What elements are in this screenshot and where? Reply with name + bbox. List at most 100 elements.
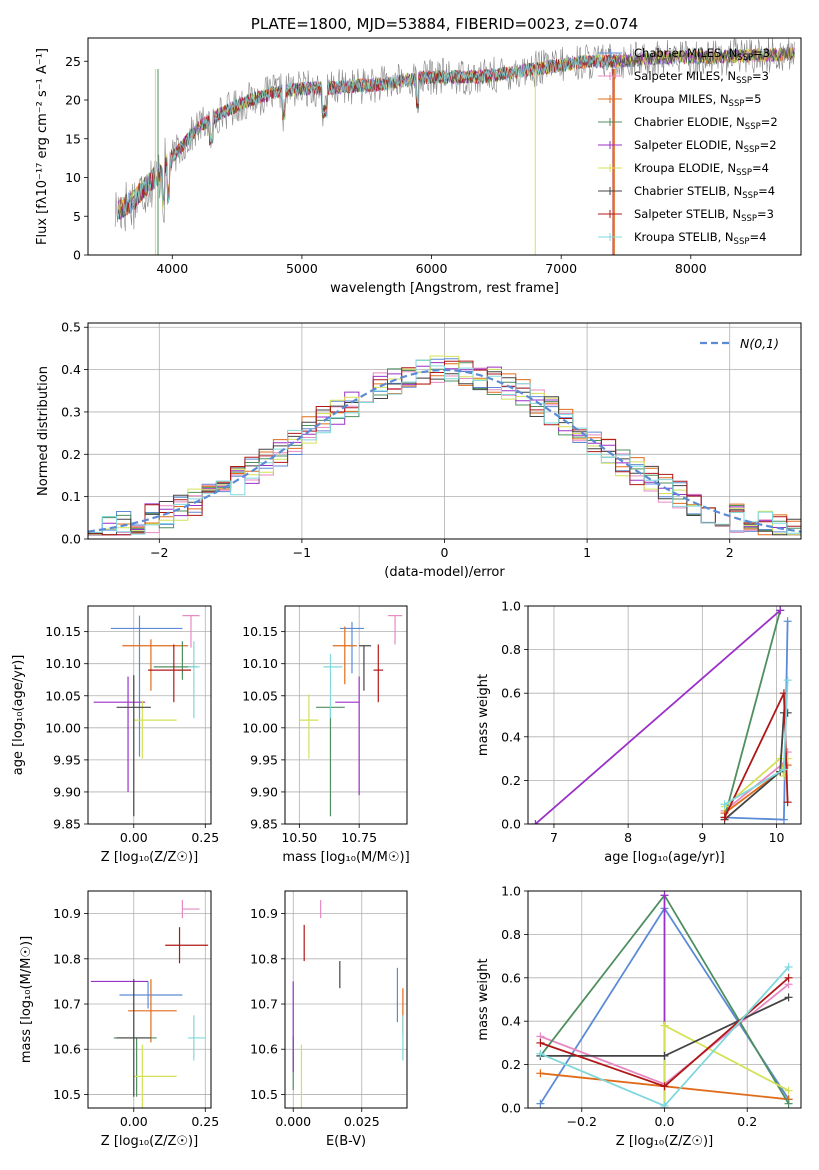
- panel-massweight-vs-Z: −0.2 0.0 0.2 0.0 0.2 0.4 0.6 0.8 1.0 Z [log₁₀(Z/Z…: [476, 884, 802, 1149]
- weight-marker: [784, 973, 793, 982]
- axis-frame: [87, 890, 212, 1109]
- axes: −2 −1 0 1 2 0.0 0.1 0.2 0.3 0.4 0.5 (data-model)/er…: [36, 320, 802, 580]
- legend: Chabrier MILES, NSSP=3 Salpeter MILES, NS…: [598, 46, 778, 247]
- weight-marker: [536, 1049, 545, 1058]
- x-tick-label: 0.025: [344, 1114, 380, 1129]
- histogram-kroupa-stelib: [88, 359, 801, 539]
- x-tick-label: 9: [698, 830, 706, 845]
- legend-entry: Chabrier STELIB, NSSP=4: [634, 184, 775, 201]
- weight-marker: [784, 993, 793, 1002]
- axis-frame: [87, 605, 212, 825]
- x-axis-label: Z [log₁₀(Z/Z☉)]: [616, 1134, 713, 1149]
- errorbar-point-salpeter-miles: [387, 615, 403, 645]
- histogram-kroupa-elodie: [88, 355, 801, 539]
- panel-age-vs-mass: 10.50 10.75 9.85 9.90 9.95 10.00 10.05 10.10 10.…: [242, 605, 410, 865]
- y-tick-label: 0.2: [501, 773, 521, 788]
- weight-marker: [720, 813, 729, 822]
- y-tick-label: 0.0: [61, 532, 81, 547]
- y-tick-label: 0.4: [501, 729, 521, 744]
- y-tick-label: 0.2: [501, 1057, 521, 1072]
- weight-marker: [660, 1082, 669, 1091]
- y-tick-label: 0.0: [501, 817, 521, 832]
- errorbar-point-chabrier-elodie: [153, 641, 197, 680]
- y-tick-label: 15: [65, 131, 81, 146]
- errorbar-point-kroupa-elodie: [299, 694, 319, 759]
- errorbar-point-kroupa-elodie: [133, 700, 177, 759]
- axes: 7 8 9 10 0.0 0.2 0.4 0.6 0.8 1.0 age [log₁₀(age/yr…: [476, 599, 802, 865]
- gridlines: [285, 606, 407, 825]
- y-tick-label: 10.9: [250, 906, 278, 921]
- errorbar-point-salpeter-elodie: [335, 676, 360, 796]
- y-tick-label: 10.5: [53, 1087, 81, 1102]
- y-tick-label: 10.15: [242, 624, 278, 639]
- axes: 0.000 0.025 10.5 10.6 10.7 10.8 10.9 E(B-V): [250, 890, 408, 1149]
- legend: N(0,1): [700, 336, 779, 351]
- y-tick-label: 0.5: [61, 320, 81, 335]
- weight-marker: [660, 1051, 669, 1060]
- y-tick-label: 10.00: [242, 720, 278, 735]
- y-tick-label: 9.95: [53, 752, 81, 767]
- x-tick-label: 10.50: [281, 830, 317, 845]
- x-tick-label: 6000: [416, 261, 448, 276]
- y-tick-label: 10.15: [45, 624, 81, 639]
- y-tick-label: 10.5: [250, 1087, 278, 1102]
- legend-entry: Salpeter MILES, NSSP=3: [634, 69, 769, 86]
- x-tick-label: 0.000: [275, 1114, 311, 1129]
- x-tick-label: 0.25: [191, 1114, 219, 1129]
- errorbar-point-chabrier-miles: [340, 622, 364, 674]
- y-tick-label: 10.10: [242, 656, 278, 671]
- y-axis-label: age [log₁₀(age/yr)]: [11, 655, 26, 776]
- errorbar-point-kroupa-stelib: [188, 641, 200, 719]
- weight-marker: [776, 606, 785, 615]
- y-tick-label: 0.3: [61, 404, 81, 419]
- observed-spectrum-line: [114, 38, 795, 232]
- y-tick-label: 1.0: [501, 884, 521, 899]
- legend-entry: Salpeter ELODIE, NSSP=2: [634, 138, 777, 155]
- x-tick-label: 8: [624, 830, 632, 845]
- chart-title: PLATE=1800, MJD=53884, FIBERID=0023, z=0…: [251, 15, 638, 33]
- weight-marker: [783, 798, 792, 807]
- errorbar-point-chabrier-elodie: [316, 706, 345, 817]
- y-tick-label: 0: [73, 248, 81, 263]
- x-tick-label: 10.75: [341, 830, 377, 845]
- x-tick-label: 8000: [675, 261, 707, 276]
- y-tick-label: 10.8: [53, 951, 81, 966]
- weight-marker: [720, 800, 729, 809]
- errorbar-point-kroupa-elodie: [133, 1044, 177, 1108]
- errorbar-point-salpeter-miles: [182, 615, 200, 648]
- errorbar-point-salpeter-elodie: [93, 676, 146, 792]
- panel-massweight-vs-age: 7 8 9 10 0.0 0.2 0.4 0.6 0.8 1.0 age [log₁₀(age/yr…: [476, 599, 802, 865]
- legend-entry: N(0,1): [740, 336, 779, 351]
- axis-frame: [527, 605, 802, 825]
- errorbar-point-salpeter-stelib: [148, 644, 191, 703]
- weight-marker: [536, 1069, 545, 1078]
- x-tick-label: −0.2: [567, 1114, 597, 1129]
- x-tick-label: 0: [441, 545, 449, 560]
- plot-area: [90, 900, 209, 1108]
- x-axis-label: (data-model)/error: [384, 565, 505, 580]
- x-tick-label: 1: [583, 545, 591, 560]
- y-tick-label: 0.8: [501, 927, 521, 942]
- panel-age-vs-Z: 0.00 0.25 9.85 9.90 9.95 10.00 10.05 10.10 10.15…: [11, 605, 219, 865]
- gridlines: [88, 891, 211, 1108]
- weight-line-salpeter-elodie: [534, 609, 781, 824]
- errorbar-point-chabrier-stelib: [359, 645, 372, 691]
- y-axis-label: mass weight: [476, 674, 491, 756]
- weight-marker: [660, 891, 669, 900]
- axes: 4000 5000 6000 7000 8000 0 5 10 15 20 25 wavelength…: [35, 37, 802, 296]
- x-tick-label: −1: [293, 545, 311, 560]
- y-tick-label: 10.7: [250, 997, 278, 1012]
- axis-frame: [284, 890, 408, 1109]
- y-tick-label: 10.7: [53, 997, 81, 1012]
- x-tick-label: 4000: [156, 261, 188, 276]
- x-tick-label: 10: [769, 830, 785, 845]
- y-tick-label: 9.90: [250, 784, 278, 799]
- weight-marker: [784, 962, 793, 971]
- y-tick-label: 0.6: [501, 970, 521, 985]
- legend-entry: Chabrier ELODIE, NSSP=2: [634, 115, 778, 132]
- plot-area: [299, 615, 403, 817]
- weight-marker: [779, 815, 788, 824]
- panel-spectrum: 4000 5000 6000 7000 8000 0 5 10 15 20 25 wavelength…: [35, 37, 802, 296]
- y-tick-label: 10.9: [53, 906, 81, 921]
- weight-line-chabrier-elodie: [723, 610, 782, 818]
